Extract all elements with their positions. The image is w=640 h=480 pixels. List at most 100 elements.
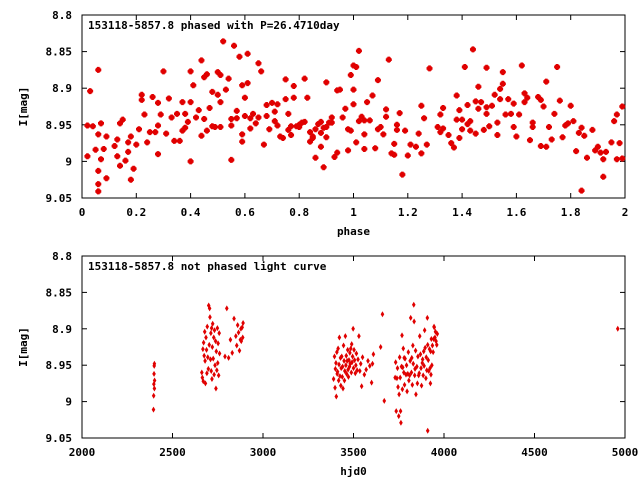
data-point-core (614, 112, 620, 117)
data-point-core (354, 64, 359, 70)
data-point-core (226, 76, 231, 81)
data-point-core (253, 121, 258, 126)
data-point-core (522, 99, 527, 105)
data-point-core (229, 157, 234, 163)
data-point-core (291, 83, 296, 89)
data-point (351, 325, 355, 332)
data-point-core (530, 120, 535, 125)
data-point (202, 352, 206, 359)
data-point-core (378, 124, 383, 130)
data-point (340, 373, 345, 380)
data-point-core (177, 138, 182, 144)
data-point-core (147, 129, 153, 135)
data-point-core (457, 107, 462, 113)
data-point-core (207, 105, 212, 111)
data-point (425, 314, 430, 321)
data-point-core (419, 151, 424, 156)
data-point (339, 365, 343, 372)
data-point-core (356, 48, 362, 54)
x-tick-label: 0.6 (235, 206, 255, 219)
data-point (225, 305, 229, 312)
unphased-light-curve-panel: 2000 2500 3000 3500 4000 4500 5000 8.8 8.85 8.9 8.… (17, 250, 638, 478)
data-point (382, 397, 387, 404)
data-point-core (264, 113, 269, 119)
data-point (235, 322, 240, 329)
data-point (205, 370, 209, 377)
data-point-core (155, 100, 161, 106)
data-point (342, 357, 346, 364)
data-point (349, 369, 354, 376)
data-point (216, 372, 221, 379)
data-point-core (440, 105, 446, 111)
data-point (152, 370, 156, 377)
data-point-core (201, 116, 207, 122)
x-tick-label: 3000 (250, 446, 277, 459)
data-point (396, 413, 401, 420)
data-point (359, 383, 364, 390)
data-point-core (484, 111, 489, 117)
data-point-core (210, 89, 215, 95)
y-tick-label: 8.95 (46, 119, 73, 132)
data-point-core (370, 93, 375, 98)
data-point-core (530, 124, 535, 130)
data-point (434, 341, 439, 348)
data-point-core (90, 124, 96, 129)
x-tick-label: 4000 (431, 446, 458, 459)
data-point (339, 382, 343, 389)
data-point (210, 344, 215, 350)
data-point-core (508, 111, 514, 117)
data-point (360, 354, 365, 361)
data-point-core (527, 137, 533, 143)
data-point (217, 350, 222, 357)
data-point (240, 334, 245, 341)
data-point-core (427, 66, 432, 71)
data-point-core (492, 92, 497, 97)
data-point-core (269, 100, 275, 106)
data-point-core (302, 76, 307, 81)
data-point (397, 391, 401, 398)
data-point-core (239, 132, 245, 137)
data-point-core (603, 149, 609, 155)
data-point-core (104, 176, 109, 181)
data-point-core (563, 123, 568, 128)
data-point (405, 388, 409, 395)
phased-light-curve-panel: 0 0.2 0.4 0.6 0.8 1 1.2 1.4 1.6 1.8 2 8.8 8.85 8.9 8.9… (17, 9, 628, 238)
data-point-core (185, 119, 191, 125)
data-point-core (601, 157, 606, 162)
data-point-core (139, 92, 144, 97)
data-point-core (161, 69, 166, 74)
x-tick-label: 1 (350, 206, 357, 219)
data-point-core (307, 129, 313, 135)
data-point (340, 363, 345, 370)
data-point-core (272, 118, 277, 124)
data-point (349, 341, 354, 348)
data-point-core (256, 61, 261, 66)
data-point-core (546, 124, 552, 130)
y-axis-label: I[mag] (17, 327, 30, 367)
data-point-core (277, 134, 283, 139)
data-point-core (468, 128, 473, 133)
data-point (352, 346, 356, 353)
data-point-core (286, 111, 291, 117)
data-point-core (473, 131, 478, 136)
data-point-core (617, 140, 622, 146)
y-tick-label: 9 (65, 155, 72, 168)
data-point (201, 346, 205, 353)
data-point (423, 344, 427, 351)
data-point-core (364, 99, 370, 105)
data-point (417, 333, 422, 340)
data-point (400, 386, 405, 393)
data-point (357, 333, 361, 340)
data-point (336, 345, 340, 352)
data-point-core (316, 121, 321, 127)
data-point (204, 346, 209, 353)
x-tick-label: 4500 (521, 446, 548, 459)
data-point-core (258, 69, 264, 74)
data-point-core (310, 135, 315, 141)
data-point (350, 353, 355, 360)
data-point (341, 342, 346, 349)
data-point (406, 370, 410, 377)
data-point (209, 325, 214, 332)
data-point-core (98, 121, 104, 126)
data-point (339, 353, 344, 360)
